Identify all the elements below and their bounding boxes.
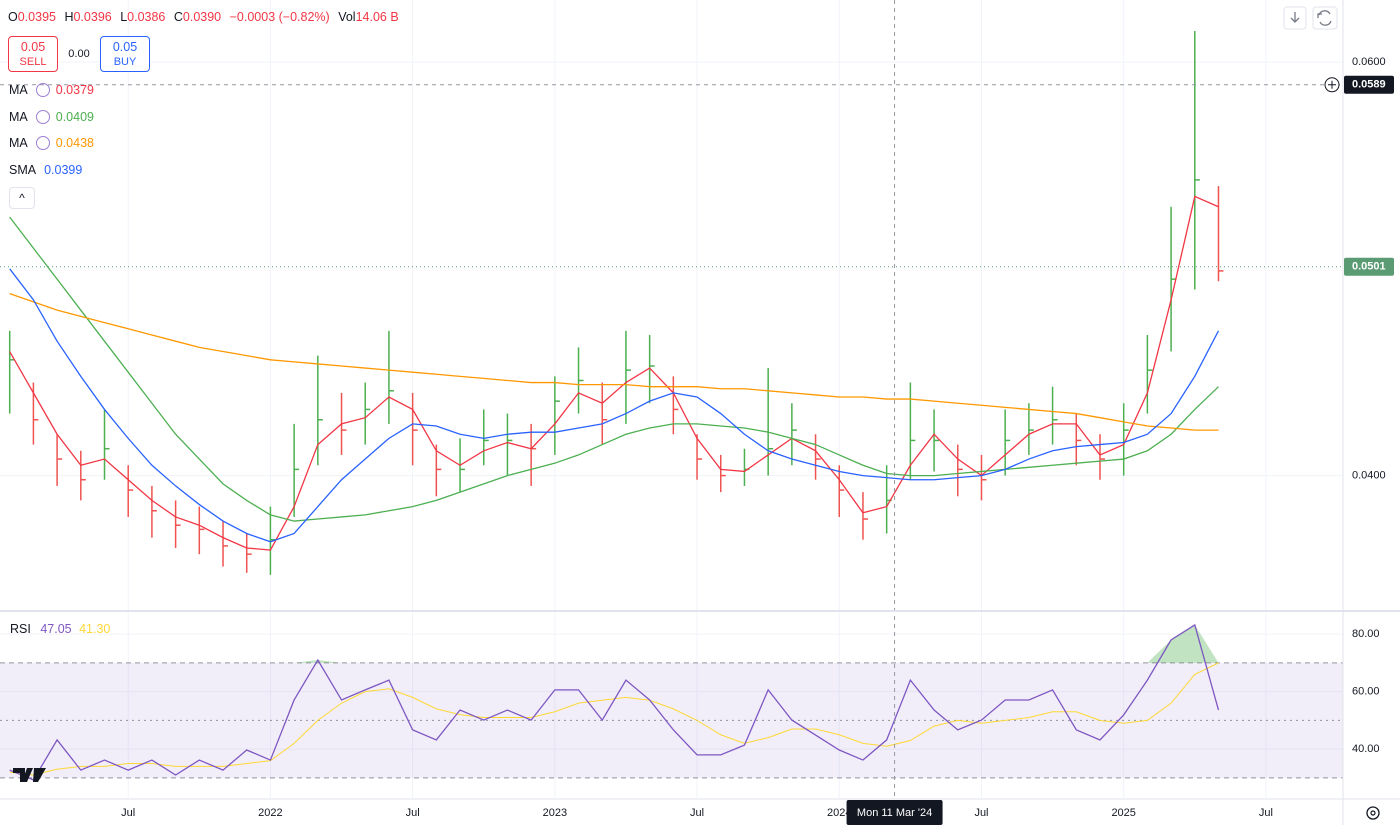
rsi-overbought-area [9,624,1219,663]
x-tick-label: 2022 [258,807,282,819]
legend-value: 0.0379 [55,83,94,97]
ohlc-header: O0.0395 H0.0396 L0.0386 C0.0390 −0.0003 … [8,10,404,24]
crosshair-time-label: Mon 11 Mar '24 [857,807,932,819]
x-tick-label: 2025 [1111,807,1135,819]
series-line [9,195,1219,551]
legend-entry[interactable]: SMA 0.0399 [9,163,82,177]
x-tick-label: Jul [1259,807,1273,819]
legend-entry[interactable]: MA 0.0409 [9,109,94,124]
change: −0.0003 (−0.82%) [229,10,330,24]
x-tick-label: Jul [690,807,704,819]
ohlc-label: L [120,10,128,24]
volume-label: Vol [338,10,356,24]
spread: 0.00 [68,48,90,60]
rsi-tick-label: 40.00 [1352,743,1380,755]
rsi-title: RSI [10,622,31,636]
legend-entry[interactable]: MA 0.0379 [9,83,94,97]
add-alert-icon [1328,80,1336,89]
series-line [9,216,1219,522]
series-line [9,268,1220,543]
settings-icon[interactable] [1366,806,1380,820]
legend-name: SMA [9,162,37,177]
legend-entry[interactable]: MA 0.0438 [9,136,94,150]
buy-price: 0.05 [112,40,138,54]
sell-price: 0.05 [20,40,46,54]
ohlc-value: 0.0395 [17,10,56,24]
volume-value: 14.06 B [355,10,399,24]
series-line [9,623,1220,781]
scroll-icon [1290,12,1300,23]
crosshair-price-box [1344,75,1394,94]
rsi-value: 47.05 [40,622,72,636]
legend-value: 0.0409 [55,109,94,124]
rsi-lines [9,623,1220,781]
buy-button[interactable]: 0.05 BUY [100,36,150,72]
ohlc-value: 0.0390 [182,10,222,24]
legend-name: MA [9,136,28,150]
last-price-label: 0.0501 [1352,261,1386,273]
rsi-ma-value: 41.30 [79,622,111,636]
sell-label: SELL [19,56,47,68]
last-price-box [1344,257,1394,276]
legend-icon [35,83,50,97]
x-tick-label: 2023 [543,807,567,819]
crosshair-time-box [846,800,943,825]
rsi-tick-label: 60.00 [1352,686,1380,698]
x-tick-label: Jul [121,807,135,819]
x-tick-label: Jul [406,807,420,819]
reset-button[interactable] [1312,6,1338,30]
marks [0,0,1343,798]
legend-icon [35,136,50,150]
logo [13,768,46,782]
sell-button[interactable]: 0.05 SELL [8,36,58,72]
series-line [9,662,1219,776]
crosshair-price-label: 0.0589 [1352,79,1386,91]
ohlc-value: 0.0386 [127,10,166,24]
rsi-legend: RSI 47.05 41.30 [10,622,110,636]
y-tick-label: 0.0600 [1352,56,1386,68]
ohlc-label: C [173,10,183,24]
settings-icon-center [1370,810,1376,816]
x-tick-label: 2024 [827,807,851,819]
ohlc-label: O [8,10,18,24]
reset-icon [1317,10,1332,26]
grid [0,0,1343,798]
price-bars [8,31,1224,575]
ohlc-value: 0.0396 [73,10,112,24]
rsi-tick-label: 80.00 [1352,628,1380,640]
y-tick-label: 0.0400 [1352,469,1386,481]
legend-value: 0.0399 [44,162,83,177]
collapse-button[interactable]: ^ [9,187,35,209]
legend-name: MA [9,109,28,124]
legend-name: MA [9,83,28,97]
x-tick-label: Jul [974,807,988,819]
ohlc-label: H [64,10,74,24]
buy-label: BUY [113,56,137,68]
legend-icon [35,109,50,124]
series-line [9,293,1219,431]
legend-value: 0.0438 [55,136,94,150]
